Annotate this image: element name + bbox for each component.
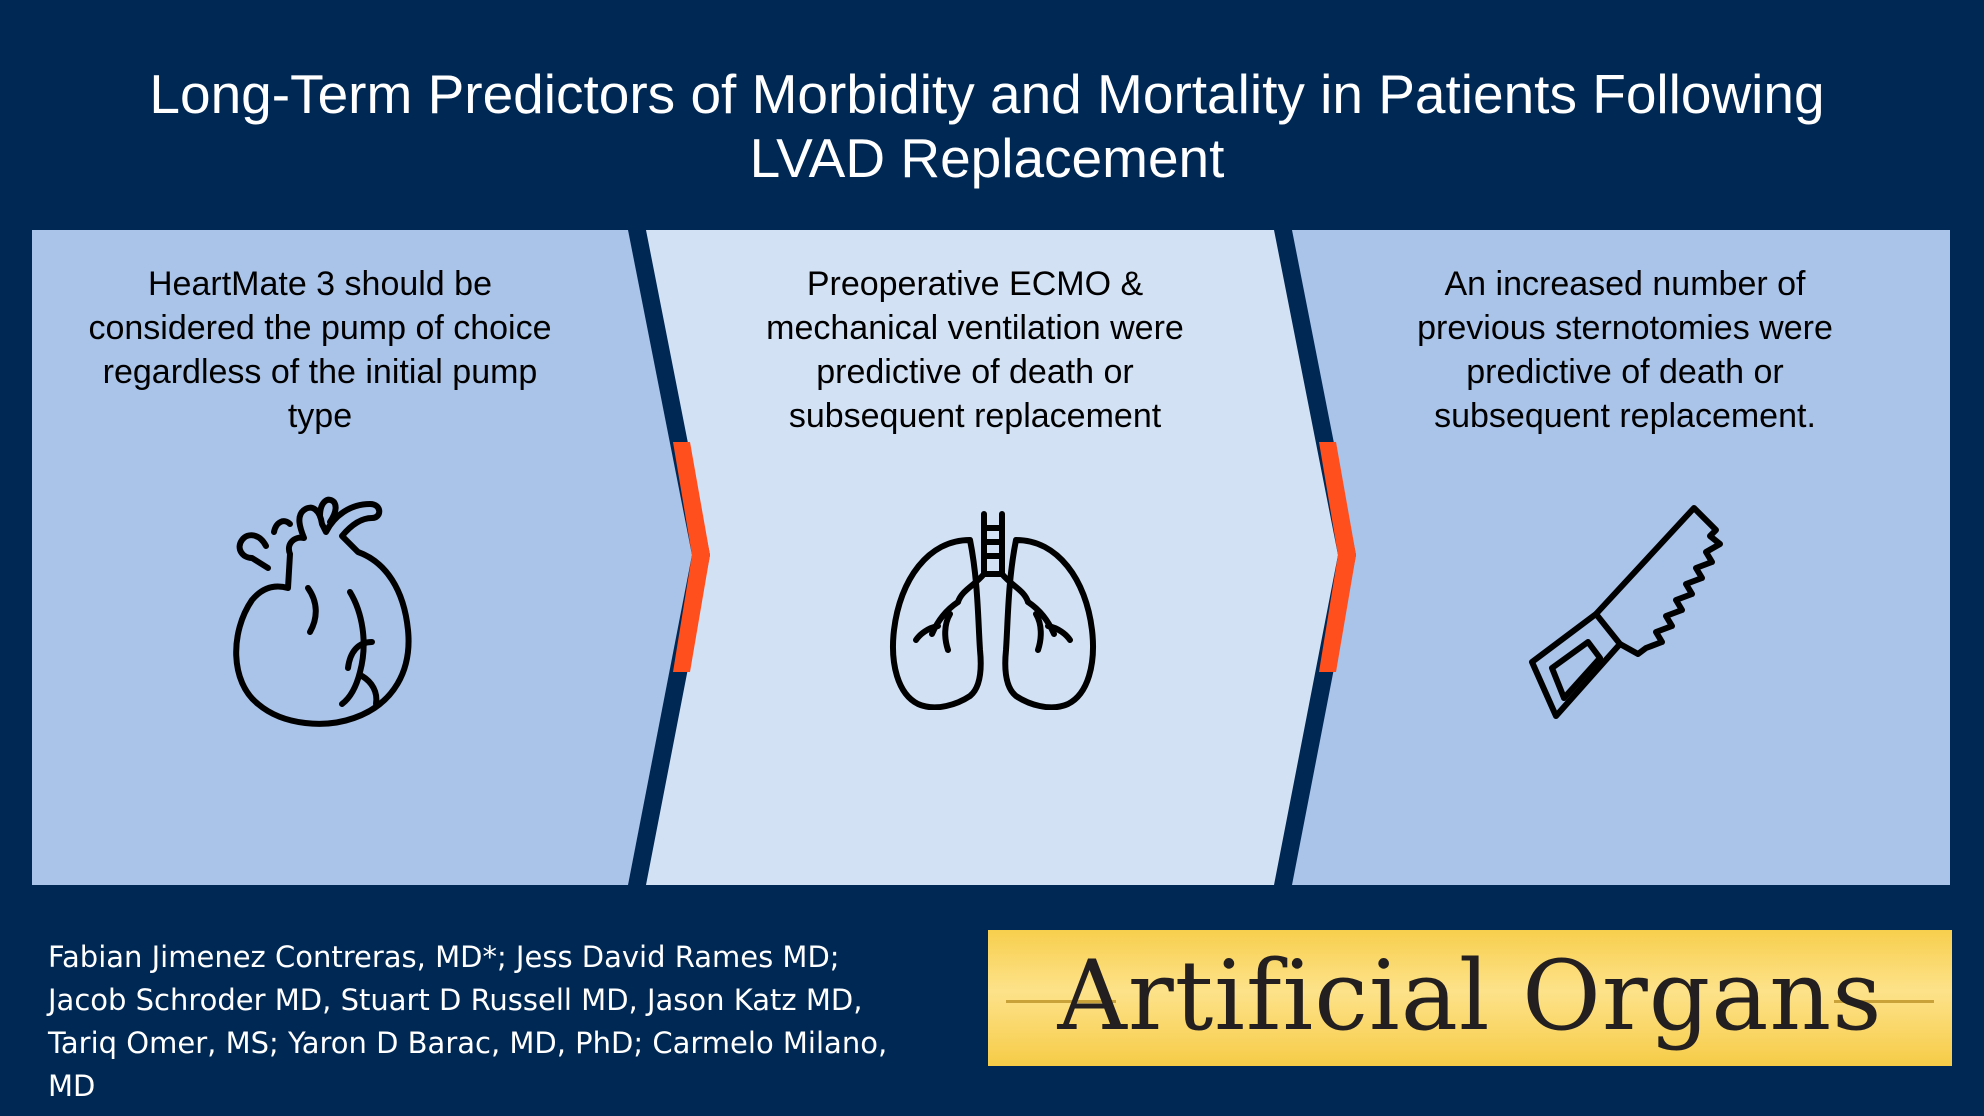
panel-2-line-2: mechanical ventilation were [766, 309, 1184, 347]
journal-banner: Artificial Organs [988, 930, 1952, 1066]
panel-2-line-4: subsequent replacement [788, 397, 1162, 435]
panel-1-line-3: regardless of the initial pump [102, 353, 538, 391]
saw-icon [1529, 505, 1723, 719]
panel-1-background [32, 230, 692, 885]
arrow-accent-2 [1319, 442, 1356, 672]
page-title: Long-Term Predictors of Morbidity and Mo… [0, 62, 1974, 190]
panel-1-text: HeartMate 3 should be considered the pum… [40, 262, 600, 438]
panel-1-line-1: HeartMate 3 should be [148, 265, 492, 303]
lungs-icon [890, 511, 1096, 710]
title-line-2: LVAD Replacement [749, 127, 1225, 189]
panel-3-text: An increased number of previous sternoto… [1350, 262, 1900, 438]
panel-3-line-1: An increased number of [1444, 265, 1806, 303]
heart-icon [233, 496, 412, 727]
author-list: Fabian Jimenez Contreras, MD*; Jess Davi… [48, 936, 948, 1108]
panel-1-line-2: considered the pump of choice [88, 309, 552, 347]
journal-rule-left [1006, 1000, 1116, 1003]
panel-3-background [1292, 230, 1950, 885]
panel-3-line-3: predictive of death or [1466, 353, 1784, 391]
arrow-accent-1 [673, 442, 710, 672]
journal-rule-right [1834, 1000, 1934, 1003]
panel-3-line-4: subsequent replacement. [1434, 397, 1816, 435]
author-line-4: MD [48, 1069, 96, 1103]
journal-name: Artificial Organs [1057, 940, 1883, 1052]
panel-2-line-1: Preoperative ECMO & [806, 265, 1144, 303]
panel-1-line-4: type [287, 397, 353, 435]
author-line-3: Tariq Omer, MS; Yaron D Barac, MD, PhD; … [48, 1026, 888, 1060]
panel-2-line-3: predictive of death or [816, 353, 1134, 391]
author-line-2: Jacob Schroder MD, Stuart D Russell MD, … [48, 983, 863, 1017]
panel-3-line-2: previous sternotomies were [1417, 309, 1833, 347]
title-line-1: Long-Term Predictors of Morbidity and Mo… [149, 63, 1825, 125]
author-line-1: Fabian Jimenez Contreras, MD*; Jess Davi… [48, 940, 840, 974]
panel-2-text: Preoperative ECMO & mechanical ventilati… [700, 262, 1250, 438]
